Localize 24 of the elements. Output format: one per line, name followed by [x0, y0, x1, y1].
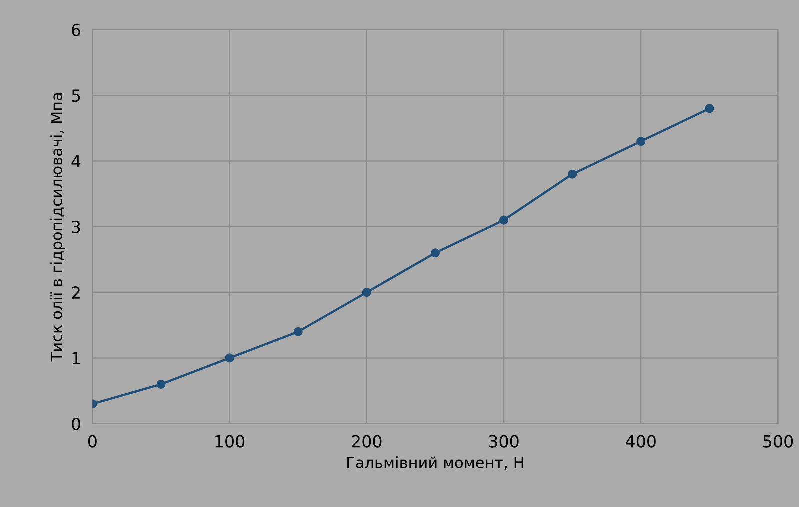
- x-tick-label: 300: [489, 435, 519, 448]
- x-axis-title: Гальмівний момент, Н: [348, 456, 524, 470]
- point: [499, 216, 509, 225]
- y-tick-label: 4: [72, 155, 81, 168]
- point: [568, 170, 578, 179]
- y-axis-title: Тиск олії в гідропідсилювачі, Мпа: [50, 93, 66, 362]
- point: [362, 288, 372, 298]
- x-tick-label: 200: [352, 435, 382, 448]
- y-tick-label: 6: [72, 24, 81, 36]
- y-tick-label: 1: [72, 352, 80, 365]
- y-tick-label: 2: [72, 286, 80, 299]
- point: [636, 137, 646, 146]
- point: [156, 380, 166, 389]
- y-tick-label: 0: [72, 418, 80, 430]
- x-tick-label: 0: [88, 435, 97, 448]
- x-tick-label: 500: [764, 435, 794, 448]
- point: [705, 104, 714, 114]
- point: [294, 327, 303, 336]
- y-tick-label: 5: [72, 90, 80, 102]
- x-tick-label: 400: [626, 435, 656, 448]
- point: [430, 248, 440, 258]
- y-tick-label: 3: [72, 220, 80, 234]
- point: [225, 354, 234, 363]
- x-tick-label: 100: [216, 435, 245, 448]
